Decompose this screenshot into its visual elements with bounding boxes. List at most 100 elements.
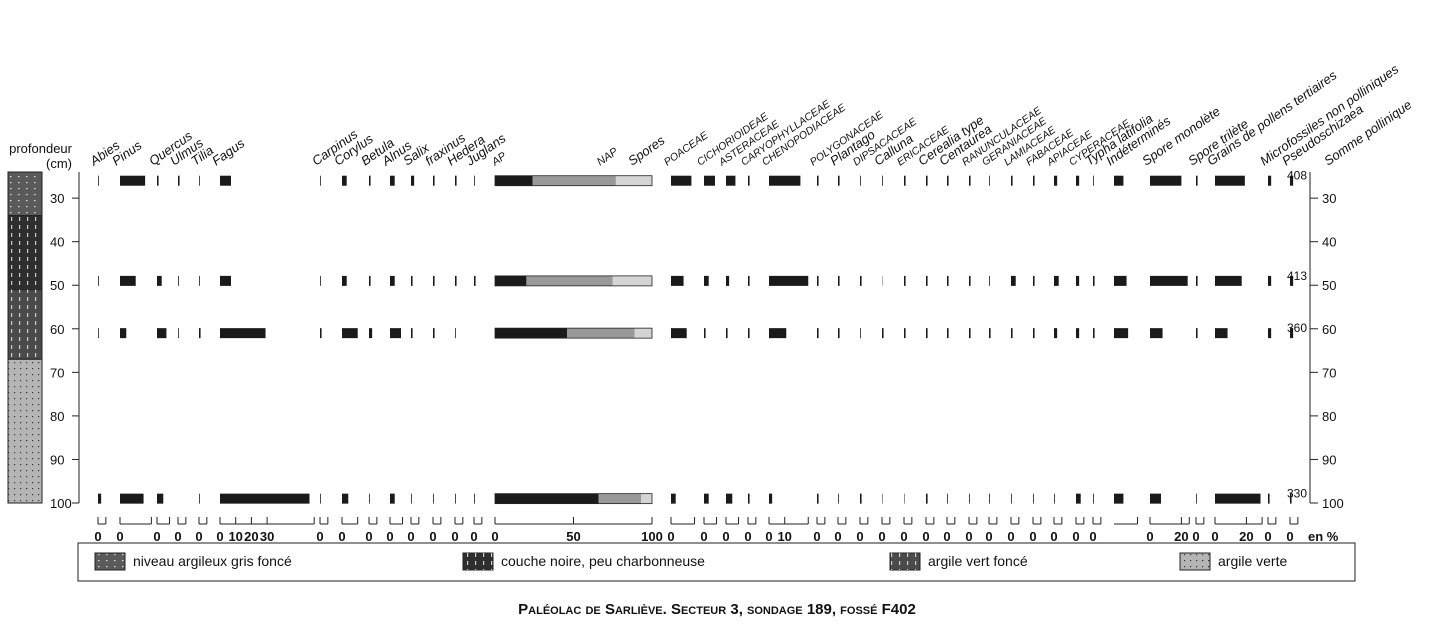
taxon-bar: [342, 493, 349, 504]
taxon-bar: [390, 275, 395, 286]
taxon-bar: [969, 493, 970, 504]
taxon-bar: [98, 175, 99, 186]
total-frame: [494, 493, 653, 505]
x-tick-label: 0: [407, 529, 414, 544]
x-tick-label: 0: [1089, 529, 1096, 544]
x-tick-label: 30: [260, 529, 274, 544]
x-tick-label: 0: [943, 529, 950, 544]
y-tick-label: 80: [50, 409, 64, 424]
total-bar: [612, 275, 652, 286]
taxon-bar: [433, 493, 434, 504]
taxon-bar: [769, 493, 773, 504]
total-frame: [494, 275, 653, 287]
taxon-bar: [455, 275, 457, 286]
taxon-bar: [1290, 493, 1292, 504]
taxon-bar: [455, 328, 456, 339]
taxon-bar: [1215, 175, 1245, 186]
taxon-bar: [989, 328, 991, 339]
x-tick-label: 0: [386, 529, 393, 544]
taxon-bar: [671, 493, 676, 504]
x-tick-label: 0: [216, 529, 223, 544]
taxon-bar: [390, 328, 401, 339]
x-tick-label: 0: [153, 529, 160, 544]
taxon-bar: [1114, 175, 1124, 186]
y-tick-label-right: 40: [1322, 235, 1336, 250]
x-tick-label: 0: [922, 529, 929, 544]
taxon-bar: [369, 275, 371, 286]
lithology-texture: [8, 289, 42, 360]
taxon-bar: [342, 175, 347, 186]
taxon-bar: [817, 493, 819, 504]
y-tick-label: 40: [50, 235, 64, 250]
taxon-bar: [1054, 275, 1059, 286]
x-tick-label: 0: [667, 529, 674, 544]
x-tick-label: 0: [722, 529, 729, 544]
x-tick-label: 0: [1192, 529, 1199, 544]
total-bar: [641, 493, 652, 504]
taxon-bar: [1033, 275, 1035, 286]
taxon-bar: [671, 175, 692, 186]
taxon-bar: [1076, 275, 1080, 286]
taxon-bar: [838, 328, 840, 339]
x-tick-label: 0: [744, 529, 751, 544]
x-tick-label: 0: [116, 529, 123, 544]
x-tick-label: 0: [834, 529, 841, 544]
taxon-bar: [860, 275, 862, 286]
taxon-bar: [1054, 493, 1055, 504]
taxon-bar: [474, 275, 476, 286]
taxon-bar: [726, 328, 728, 339]
taxon-bar: [1011, 493, 1012, 504]
taxon-bar: [433, 175, 435, 186]
taxon-bar: [320, 175, 321, 186]
taxon-bar: [369, 493, 370, 504]
legend-label: niveau argileux gris foncé: [133, 553, 292, 569]
y-tick-label: 100: [50, 496, 72, 511]
total-bar: [495, 493, 599, 504]
x-tick-label: 0: [1050, 529, 1057, 544]
y-tick-label: 50: [50, 278, 64, 293]
x-tick-label: 0: [429, 529, 436, 544]
taxon-bar: [98, 328, 99, 339]
taxon-bar: [1093, 275, 1095, 286]
total-frame: [494, 175, 653, 187]
taxon-bar: [455, 493, 456, 504]
x-tick-label: 0: [195, 529, 202, 544]
taxon-bar: [1150, 493, 1161, 504]
taxon-bar: [1033, 328, 1035, 339]
taxon-bar: [904, 328, 906, 339]
taxon-bar: [1093, 328, 1095, 339]
taxon-bar: [369, 175, 371, 186]
legend-label: argile verte: [1218, 553, 1287, 569]
depth-label: profondeur: [9, 141, 73, 156]
y-tick-label-right: 100: [1322, 496, 1344, 511]
x-tick-label: 20: [1239, 529, 1253, 544]
x-tick-label: 0: [1072, 529, 1079, 544]
taxon-bar: [817, 275, 819, 286]
taxon-bar: [433, 275, 435, 286]
x-tick-label: 0: [94, 529, 101, 544]
x-tick-label: 0: [1264, 529, 1271, 544]
x-tick-label: 10: [228, 529, 242, 544]
taxon-bar: [1093, 493, 1094, 504]
taxon-bar: [1290, 175, 1294, 186]
taxon-bar: [1268, 275, 1272, 286]
sum-label: 413: [1287, 269, 1307, 283]
taxon-bar: [390, 493, 395, 504]
taxon-bar: [726, 275, 730, 286]
taxon-bar: [1215, 275, 1242, 286]
taxon-bar: [1114, 493, 1124, 504]
taxon-bar: [671, 275, 684, 286]
legend-label: couche noire, peu charbonneuse: [501, 553, 705, 569]
taxon-bar: [455, 175, 457, 186]
taxon-bar: [320, 328, 322, 339]
y-tick-label-right: 60: [1322, 322, 1336, 337]
total-bar: [495, 175, 533, 186]
taxon-bar: [411, 275, 413, 286]
taxon-bar: [342, 275, 347, 286]
taxon-bar: [1268, 175, 1272, 186]
taxon-bar: [1290, 328, 1294, 339]
taxon-bar: [1033, 175, 1035, 186]
total-bar: [598, 493, 642, 504]
x-tick-label: 0: [451, 529, 458, 544]
taxon-bar: [1150, 175, 1182, 186]
